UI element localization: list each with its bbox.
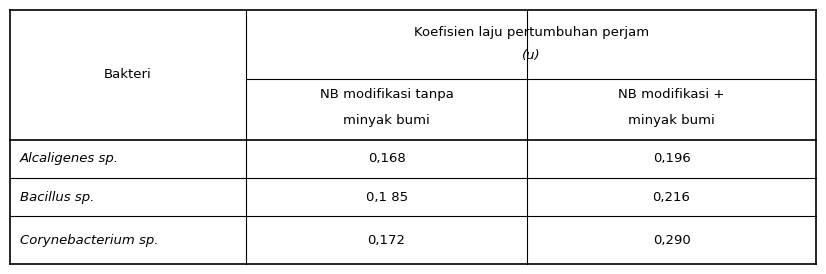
Text: 0,290: 0,290 bbox=[653, 234, 691, 247]
Text: (u): (u) bbox=[522, 49, 540, 62]
Text: minyak bumi: minyak bumi bbox=[343, 114, 430, 127]
Text: 0,168: 0,168 bbox=[368, 152, 406, 165]
Text: Koefisien laju pertumbuhan perjam: Koefisien laju pertumbuhan perjam bbox=[414, 26, 648, 39]
Text: Alcaligenes sp.: Alcaligenes sp. bbox=[20, 152, 119, 165]
Text: 0,1 85: 0,1 85 bbox=[366, 191, 407, 204]
Text: 0,216: 0,216 bbox=[653, 191, 691, 204]
Text: minyak bumi: minyak bumi bbox=[628, 114, 715, 127]
Text: NB modifikasi tanpa: NB modifikasi tanpa bbox=[320, 88, 453, 101]
Text: NB modifikasi +: NB modifikasi + bbox=[619, 88, 724, 101]
Text: Bacillus sp.: Bacillus sp. bbox=[20, 191, 94, 204]
Text: 0,196: 0,196 bbox=[653, 152, 691, 165]
Text: Corynebacterium sp.: Corynebacterium sp. bbox=[20, 234, 159, 247]
Text: 0,172: 0,172 bbox=[368, 234, 406, 247]
Text: Bakteri: Bakteri bbox=[104, 68, 152, 81]
